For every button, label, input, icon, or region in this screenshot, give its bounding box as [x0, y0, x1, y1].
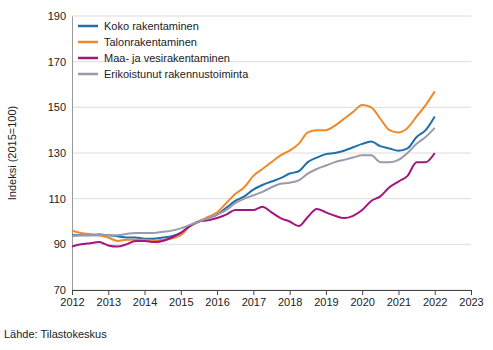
- x-tick-mark: [435, 290, 436, 295]
- x-tick-label: 2018: [278, 296, 302, 308]
- x-tick: 2023: [459, 290, 483, 308]
- legend-swatch: [78, 73, 98, 76]
- x-tick-label: 2019: [314, 296, 338, 308]
- chart: 7090110130150170190201220132014201520162…: [0, 0, 493, 350]
- legend-label: Koko rakentaminen: [104, 20, 199, 32]
- y-tick: 130: [48, 147, 72, 159]
- grid-line: [72, 244, 471, 245]
- y-tick: 190: [48, 10, 72, 22]
- x-tick-mark: [253, 290, 254, 295]
- x-tick-mark: [217, 290, 218, 295]
- series-line: [72, 91, 435, 241]
- x-tick-label: 2012: [60, 296, 84, 308]
- x-tick-label: 2020: [350, 296, 374, 308]
- grid-line: [72, 16, 471, 17]
- legend-swatch: [78, 41, 98, 44]
- x-tick-mark: [362, 290, 363, 295]
- x-tick-label: 2023: [459, 296, 483, 308]
- x-tick-mark: [471, 290, 472, 295]
- x-tick-mark: [145, 290, 146, 295]
- y-tick-label: 150: [48, 101, 66, 113]
- legend-swatch: [78, 25, 98, 28]
- x-tick-label: 2014: [133, 296, 157, 308]
- legend-label: Erikoistunut rakennustoiminta: [104, 68, 249, 80]
- x-axis: 2012 2013 2014 2015 2016 2017 2018 2019 2020 2021…: [60, 290, 483, 308]
- y-axis: 70 90 110 130 150 170 190: [48, 10, 73, 296]
- x-tick-label: 2022: [423, 296, 447, 308]
- x-tick-label: 2016: [205, 296, 229, 308]
- x-tick-mark: [108, 290, 109, 295]
- x-tick-mark: [290, 290, 291, 295]
- x-tick: 2013: [97, 290, 121, 308]
- y-tick-label: 130: [48, 147, 66, 159]
- grid: [72, 16, 471, 290]
- legend-label: Talonrakentaminen: [104, 36, 197, 48]
- grid-line: [72, 107, 471, 108]
- x-tick-mark: [326, 290, 327, 295]
- x-tick: 2015: [169, 290, 193, 308]
- series-line: [72, 116, 435, 238]
- y-axis-title: Indeksi (2015=100): [6, 106, 18, 200]
- x-tick: 2012: [60, 290, 84, 308]
- legend: Koko rakentaminen Talonrakentaminen Maa- j…: [78, 20, 249, 80]
- source: Lähde: Tilastokeskus: [4, 328, 107, 340]
- series-line: [72, 153, 435, 247]
- y-tick-label: 170: [48, 56, 66, 68]
- y-tick-label: 110: [48, 193, 66, 205]
- y-tick-label: 70: [54, 284, 66, 296]
- y-tick-label: 190: [48, 10, 66, 22]
- y-tick: 70: [54, 284, 72, 296]
- y-tick: 150: [48, 101, 72, 113]
- y-tick: 170: [48, 56, 72, 68]
- x-tick: 2021: [387, 290, 411, 308]
- x-tick-mark: [181, 290, 182, 295]
- x-tick: 2018: [278, 290, 302, 308]
- x-tick-label: 2017: [242, 296, 266, 308]
- x-tick: 2014: [133, 290, 157, 308]
- x-tick-mark: [398, 290, 399, 295]
- y-tick: 90: [54, 238, 72, 250]
- x-tick: 2022: [423, 290, 447, 308]
- x-tick-label: 2015: [169, 296, 193, 308]
- legend-label: Maa- ja vesirakentaminen: [104, 52, 230, 64]
- x-tick-label: 2021: [387, 296, 411, 308]
- x-tick: 2017: [242, 290, 266, 308]
- legend-swatch: [78, 57, 98, 60]
- x-tick: 2019: [314, 290, 338, 308]
- series-line: [72, 128, 435, 236]
- grid-line: [72, 153, 471, 154]
- grid-line: [72, 198, 471, 199]
- x-tick-label: 2013: [97, 296, 121, 308]
- plot-area: [72, 91, 435, 246]
- x-tick-mark: [72, 290, 73, 295]
- y-tick-label: 90: [54, 238, 66, 250]
- y-tick: 110: [48, 193, 72, 205]
- x-tick: 2020: [350, 290, 374, 308]
- x-tick: 2016: [205, 290, 229, 308]
